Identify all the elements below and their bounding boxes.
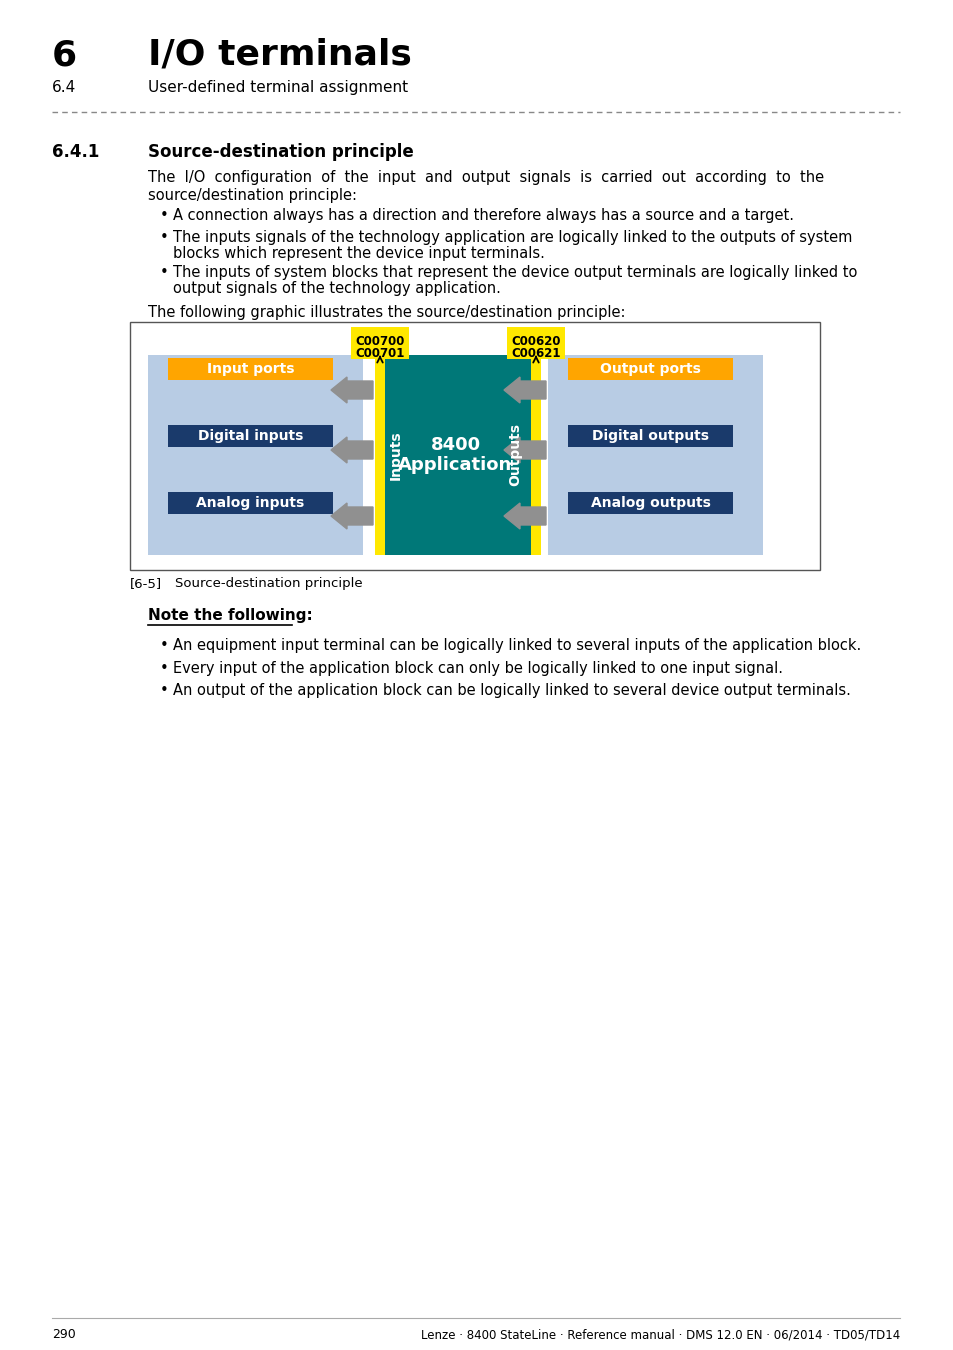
Text: Application: Application bbox=[398, 456, 512, 474]
Text: An output of the application block can be logically linked to several device out: An output of the application block can b… bbox=[172, 683, 850, 698]
Text: An equipment input terminal can be logically linked to several inputs of the app: An equipment input terminal can be logic… bbox=[172, 639, 861, 653]
Bar bbox=[130, 323, 820, 570]
Text: Analog inputs: Analog inputs bbox=[196, 495, 304, 510]
Bar bbox=[168, 358, 333, 379]
FancyArrow shape bbox=[331, 437, 373, 463]
Text: output signals of the technology application.: output signals of the technology applica… bbox=[172, 281, 500, 296]
Text: Digital outputs: Digital outputs bbox=[592, 429, 708, 443]
FancyArrow shape bbox=[331, 377, 373, 404]
Text: •: • bbox=[160, 683, 169, 698]
Text: •: • bbox=[160, 639, 169, 653]
Text: [6-5]: [6-5] bbox=[130, 576, 162, 590]
Text: Source-destination principle: Source-destination principle bbox=[174, 576, 362, 590]
Bar bbox=[506, 327, 564, 359]
Bar bbox=[377, 355, 533, 555]
Text: The following graphic illustrates the source/destination principle:: The following graphic illustrates the so… bbox=[148, 305, 625, 320]
Text: •: • bbox=[160, 265, 169, 279]
Text: •: • bbox=[160, 230, 169, 244]
Text: 6.4.1: 6.4.1 bbox=[52, 143, 99, 161]
Text: source/destination principle:: source/destination principle: bbox=[148, 188, 356, 202]
FancyArrow shape bbox=[503, 504, 545, 529]
Text: Input ports: Input ports bbox=[207, 362, 294, 377]
Text: The  I/O  configuration  of  the  input  and  output  signals  is  carried  out : The I/O configuration of the input and o… bbox=[148, 170, 823, 185]
Text: Inputs: Inputs bbox=[389, 431, 402, 479]
Text: Digital inputs: Digital inputs bbox=[197, 429, 303, 443]
Text: 290: 290 bbox=[52, 1328, 75, 1341]
Text: Every input of the application block can only be logically linked to one input s: Every input of the application block can… bbox=[172, 662, 782, 676]
FancyArrow shape bbox=[503, 437, 545, 463]
Text: Output ports: Output ports bbox=[599, 362, 700, 377]
Text: 8400: 8400 bbox=[430, 436, 480, 454]
Bar bbox=[547, 355, 762, 555]
Text: User-defined terminal assignment: User-defined terminal assignment bbox=[148, 80, 408, 94]
Bar bbox=[351, 327, 409, 359]
Bar bbox=[567, 358, 732, 379]
Bar bbox=[567, 491, 732, 514]
Text: The inputs signals of the technology application are logically linked to the out: The inputs signals of the technology app… bbox=[172, 230, 851, 244]
Text: The inputs of system blocks that represent the device output terminals are logic: The inputs of system blocks that represe… bbox=[172, 265, 857, 279]
Text: Note the following:: Note the following: bbox=[148, 608, 313, 622]
FancyArrow shape bbox=[503, 377, 545, 404]
Bar bbox=[148, 355, 363, 555]
Text: C00700: C00700 bbox=[355, 335, 404, 348]
Text: C00620: C00620 bbox=[511, 335, 560, 348]
Text: I/O terminals: I/O terminals bbox=[148, 38, 412, 72]
Bar bbox=[567, 425, 732, 447]
Text: C00621: C00621 bbox=[511, 347, 560, 360]
Text: Source-destination principle: Source-destination principle bbox=[148, 143, 414, 161]
Text: Analog outputs: Analog outputs bbox=[590, 495, 710, 510]
Bar bbox=[168, 491, 333, 514]
FancyArrow shape bbox=[331, 504, 373, 529]
Bar bbox=[375, 355, 385, 555]
Text: 6.4: 6.4 bbox=[52, 80, 76, 94]
Bar bbox=[168, 425, 333, 447]
Text: •: • bbox=[160, 208, 169, 223]
Text: 6: 6 bbox=[52, 38, 77, 72]
Text: A connection always has a direction and therefore always has a source and a targ: A connection always has a direction and … bbox=[172, 208, 793, 223]
Bar bbox=[531, 355, 540, 555]
Text: C00701: C00701 bbox=[355, 347, 404, 360]
Text: Outputs: Outputs bbox=[507, 424, 521, 486]
Text: •: • bbox=[160, 662, 169, 676]
Text: Lenze · 8400 StateLine · Reference manual · DMS 12.0 EN · 06/2014 · TD05/TD14: Lenze · 8400 StateLine · Reference manua… bbox=[420, 1328, 899, 1341]
Text: blocks which represent the device input terminals.: blocks which represent the device input … bbox=[172, 246, 544, 261]
